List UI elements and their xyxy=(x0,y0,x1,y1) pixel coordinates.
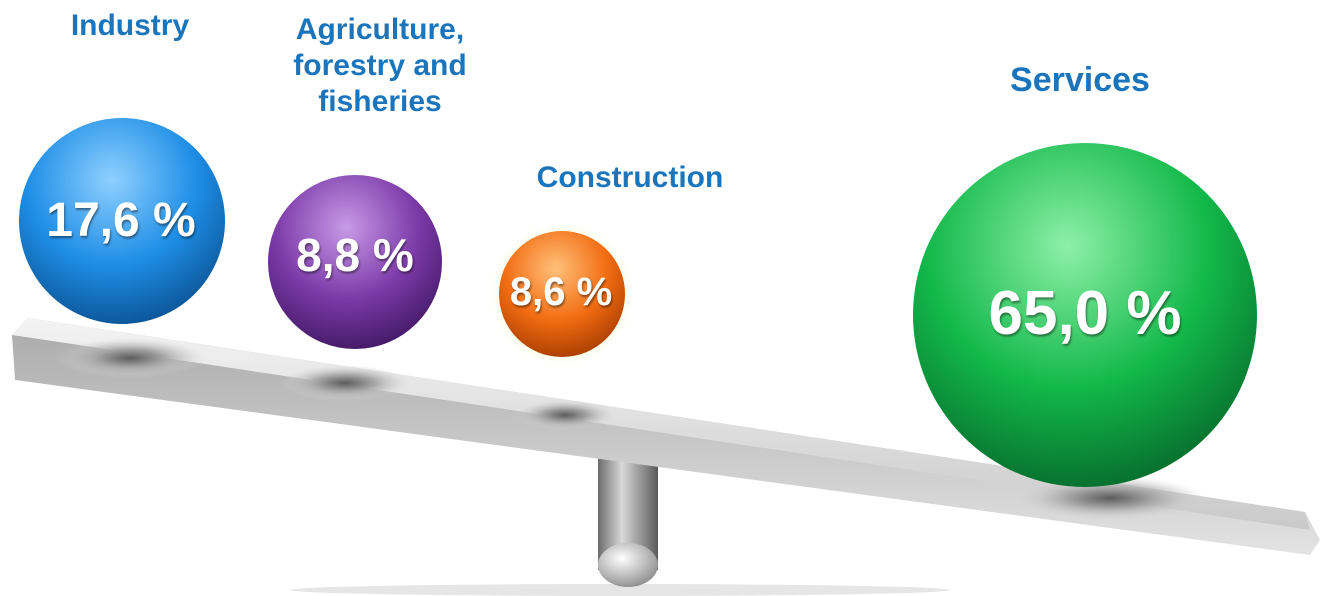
services-sphere xyxy=(913,143,1257,487)
agriculture-value: 8,8 % xyxy=(296,229,414,281)
industry-value: 17,6 % xyxy=(46,194,196,247)
construction-value: 8,6 % xyxy=(509,270,613,314)
construction-sphere xyxy=(499,231,625,357)
industry-sphere xyxy=(19,118,225,324)
industry-label: Industry xyxy=(70,9,190,42)
agriculture-label: Agriculture, forestry and fisheries xyxy=(293,13,467,118)
services-label: Services xyxy=(1010,61,1150,99)
services-value: 65,0 % xyxy=(988,279,1182,348)
seesaw-icon xyxy=(12,318,1320,596)
agriculture-sphere xyxy=(268,175,442,349)
construction-label: Construction xyxy=(536,161,724,194)
